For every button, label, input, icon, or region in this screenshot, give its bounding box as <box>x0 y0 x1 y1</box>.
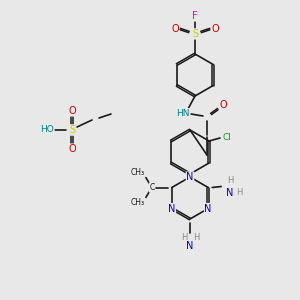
Text: CH₃: CH₃ <box>131 168 145 177</box>
Text: Cl: Cl <box>223 133 232 142</box>
Text: O: O <box>211 24 219 34</box>
Text: H: H <box>227 176 233 185</box>
Text: N: N <box>168 203 176 214</box>
Text: O: O <box>219 100 227 110</box>
Text: O: O <box>68 106 76 116</box>
Text: F: F <box>192 11 198 21</box>
Text: O: O <box>171 24 179 34</box>
Text: HO: HO <box>40 125 54 134</box>
Text: N: N <box>226 188 234 197</box>
Text: H: H <box>181 232 187 242</box>
Text: N: N <box>186 241 194 251</box>
Text: H: H <box>193 232 199 242</box>
Text: O: O <box>68 144 76 154</box>
Text: CH₃: CH₃ <box>131 198 145 207</box>
Text: S: S <box>192 29 198 39</box>
Text: C: C <box>149 183 154 192</box>
Text: HN: HN <box>176 109 190 118</box>
Text: S: S <box>69 125 75 135</box>
Text: N: N <box>186 172 194 182</box>
Text: N: N <box>205 203 212 214</box>
Text: H: H <box>236 188 243 197</box>
